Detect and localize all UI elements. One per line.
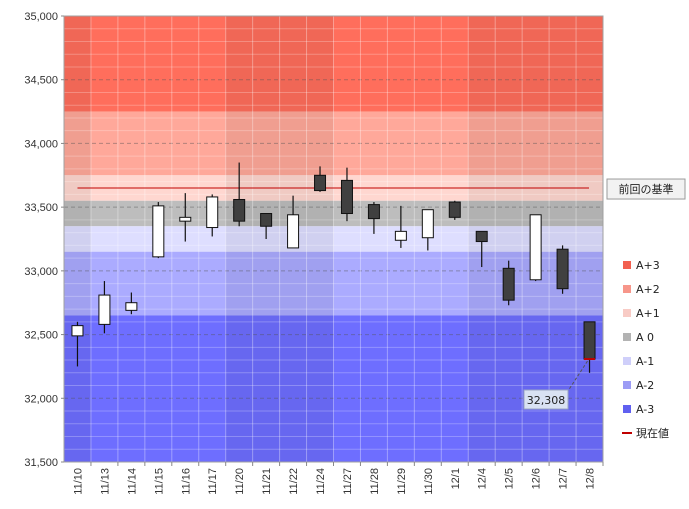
y-tick-label: 32,000 [24,393,58,405]
x-tick-label: 12/5 [504,468,516,489]
candle-body-down [583,321,596,360]
grid-lines [64,16,603,462]
legend-swatch [623,357,631,365]
zone-band-Aminus3 [64,315,603,462]
candle-body-up [529,214,542,281]
zone-band-Aplus3 [64,16,603,112]
candle-body-down [233,198,246,222]
legend-swatch [623,285,631,293]
candles [71,162,596,373]
legend-swatch [623,333,631,341]
candle-body-down [340,179,353,215]
legend-label: A 0 [636,331,654,344]
y-tick-label: 32,500 [24,330,58,342]
candle-body-up [152,205,165,258]
legend: A+3 A+2 A+1 A 0 A-1 A-2 A-3 現在値 [622,259,669,440]
x-tick-label: 11/10 [72,468,84,495]
candle-body-down [475,230,488,243]
x-tick-label: 11/15 [153,468,165,495]
candle-body-down [260,213,273,227]
y-tick-label: 33,500 [24,202,58,214]
candle-body-down [314,174,327,192]
candle-body-down [556,248,569,290]
legend-swatch [623,309,631,317]
x-tick-label: 12/6 [531,468,543,489]
candle-body-up [98,294,111,325]
candle-body-down [367,204,380,220]
legend-label: 現在値 [636,427,669,440]
candle-body-up [287,214,300,249]
current-value-label-box [523,389,569,410]
x-tick-label: 11/20 [234,468,246,495]
y-tick-label: 31,500 [24,457,58,469]
legend-label: A+3 [636,259,660,272]
x-tick-label: 12/7 [558,468,570,489]
candle-body-up [125,302,138,311]
legend-label: A+2 [636,283,660,296]
x-tick-label: 11/30 [423,468,435,495]
x-tick-label: 11/28 [369,468,381,495]
x-tick-label: 11/21 [261,468,273,495]
candle-body-up [179,216,192,222]
x-tick-label: 12/1 [450,468,462,489]
x-tick-label: 11/13 [99,468,111,495]
x-tick-label: 11/24 [315,468,327,495]
legend-label: A-2 [636,379,654,392]
annotations: 32,308 [523,358,596,410]
legend-swatch [623,261,631,269]
reference-line-label: 前回の基準 [619,182,674,196]
candle-body-down [448,201,461,218]
column-shading [64,16,603,462]
legend-swatch [623,381,631,389]
x-tick-label: 12/4 [477,468,489,489]
current-value-label: 32,308 [527,394,566,407]
y-tick-label: 34,000 [24,138,58,150]
x-tick-label: 11/17 [207,468,219,495]
zone-band-Aplus2 [64,111,603,176]
week-shade-0 [64,16,91,462]
candle-body-up [394,230,407,241]
reference-line-label-box [606,178,686,200]
y-tick-label: 33,000 [24,266,58,278]
x-tick-label: 12/8 [585,468,597,489]
week-shade-1 [225,16,334,462]
current-value-leader [565,360,588,395]
legend-swatch [623,405,631,413]
x-tick-label: 11/29 [396,468,408,495]
x-tick-label: 11/16 [180,468,192,495]
y-tick-label: 35,000 [24,11,58,23]
x-tick-label: 11/14 [126,468,138,495]
x-tick-label: 11/27 [342,468,354,495]
axes: 31,500 32,000 32,500 33,000 33,500 34,000 34,5… [24,11,604,495]
legend-label: A-1 [636,355,654,368]
candle-body-up [421,209,434,239]
x-tick-label: 11/22 [288,468,300,495]
candle-body-up [206,196,219,229]
legend-label: A-3 [636,403,654,416]
reference-line: 前回の基準 [77,178,686,200]
legend-label: A+1 [636,307,660,320]
candle-body-up [71,325,84,337]
y-tick-label: 34,500 [24,75,58,87]
candle-body-down [502,267,515,301]
